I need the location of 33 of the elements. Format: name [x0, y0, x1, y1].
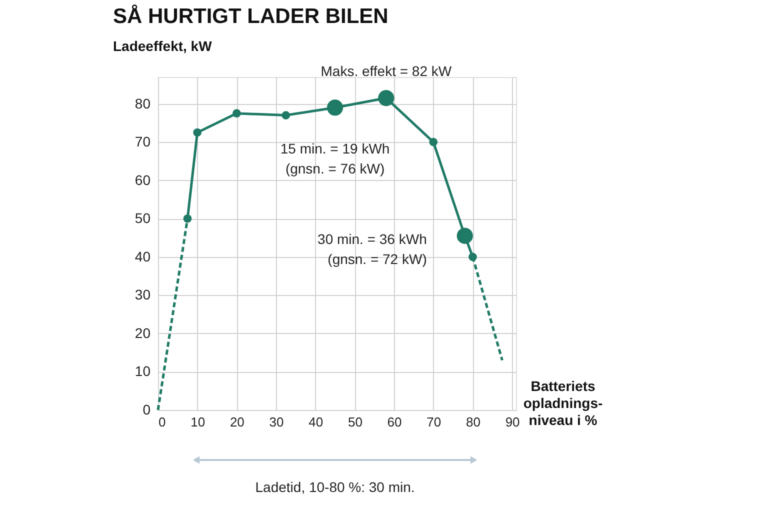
- y-tick-label: 70: [134, 134, 151, 150]
- x-axis-title: Batteriets opladnings- niveau i %: [523, 378, 603, 428]
- y-tick-label: 30: [134, 286, 151, 303]
- y-tick-label: 50: [134, 210, 151, 226]
- x-tick-label: 50: [348, 414, 362, 430]
- y-tick-label: 80: [134, 95, 151, 112]
- x-tick-label: 70: [426, 414, 442, 430]
- x-tick-label: 0: [158, 414, 166, 430]
- point: [193, 128, 202, 137]
- x-tick-label: 20: [230, 414, 244, 430]
- chart-title: SÅ HURTIGT LADER BILEN: [113, 4, 388, 28]
- y-axis-title: Ladeeffekt, kW: [113, 38, 213, 54]
- x-tick-label: 60: [387, 414, 402, 430]
- annotation: 30 min. = 36 kWh (gnsn. = 72 kW): [318, 230, 427, 267]
- y-tick-label: 20: [134, 324, 151, 341]
- y-tick-label: 10: [134, 363, 151, 380]
- annotation: 15 min. = 19 kWh (gnsn. = 76 kW): [280, 140, 390, 177]
- y-tick-label: 60: [134, 172, 151, 188]
- x-tick-label: 80: [466, 414, 480, 430]
- annotation: Maks. effekt = 82 kW: [320, 63, 452, 80]
- point: [456, 228, 473, 244]
- point: [378, 90, 394, 106]
- y-tick-label: 0: [142, 402, 151, 418]
- point: [429, 138, 438, 146]
- y-tick-label: 40: [134, 248, 151, 264]
- point: [326, 100, 344, 116]
- point: [282, 111, 290, 120]
- point: [232, 109, 241, 118]
- x-tick-label: 30: [269, 414, 284, 430]
- x-tick-label: 40: [308, 414, 324, 430]
- x-tick-label: 10: [190, 414, 206, 430]
- text: Ladetid, 10-80 %: 30 min.: [255, 479, 415, 495]
- x-tick-label: 90: [505, 414, 520, 430]
